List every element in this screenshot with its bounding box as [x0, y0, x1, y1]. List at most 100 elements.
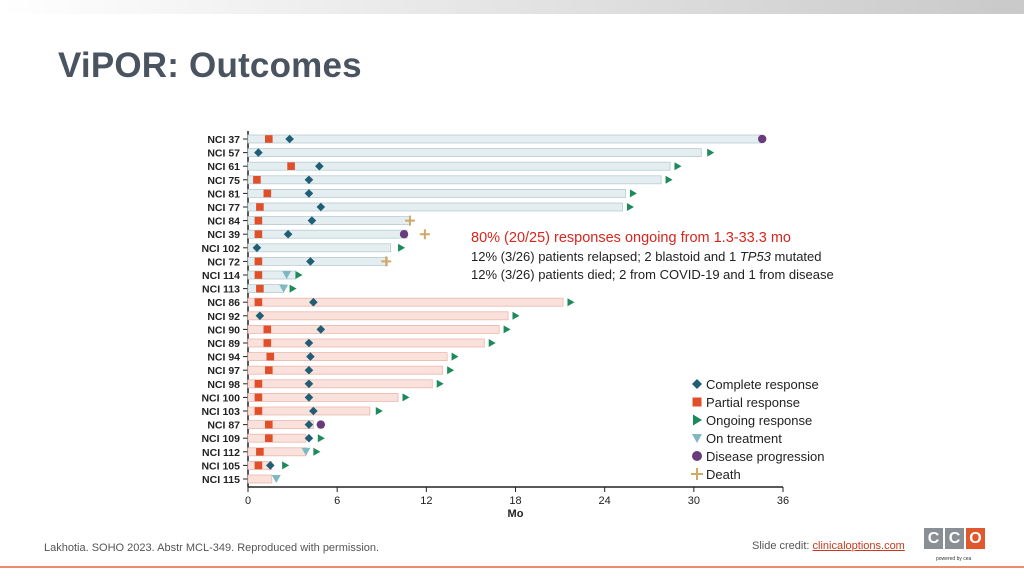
patient-bar: [247, 175, 662, 185]
patient-bar: [247, 188, 626, 198]
death-marker: [381, 256, 392, 267]
top-gradient-bar: [0, 0, 1024, 14]
partial-response-marker: [254, 298, 263, 306]
source-citation: Lakhotia. SOHO 2023. Abstr MCL-349. Repr…: [44, 542, 380, 554]
on-treatment-marker: [301, 447, 311, 456]
patient-bar: [247, 420, 314, 430]
complete-response-marker: [254, 148, 263, 157]
ongoing-response-marker: [295, 271, 303, 279]
patient-label: NCI 114: [202, 270, 240, 282]
legend-item: Partial response: [689, 393, 825, 411]
patient-label: NCI 109: [201, 433, 240, 445]
patient-label: NCI 113: [202, 284, 240, 296]
x-axis-label: Mo: [508, 508, 524, 520]
patient-label: NCI 72: [207, 256, 240, 268]
complete-response-marker: [306, 352, 315, 361]
patient-label: NCI 81: [207, 188, 240, 200]
ongoing-response-marker: [317, 434, 325, 443]
annotation-relapse: 12% (3/26) patients relapsed; 2 blastoid…: [471, 248, 822, 264]
on-treatment-marker: [282, 271, 292, 279]
progression-marker: [316, 420, 326, 429]
ongoing-response-marker: [375, 407, 383, 415]
x-tick-label: 0: [245, 495, 251, 507]
patient-bar: [247, 148, 702, 158]
patient-bar: [247, 216, 411, 226]
plus-icon: [691, 468, 703, 480]
patient-bar: [247, 229, 408, 239]
patient-bar: [247, 324, 500, 334]
x-tick-label: 6: [334, 495, 340, 507]
legend-label: Complete response: [706, 376, 819, 392]
complete-response-marker: [316, 325, 326, 334]
legend-item: Death: [689, 465, 825, 483]
chart-legend: Complete response Partial response Ongoing…: [689, 375, 825, 483]
progression-marker: [399, 230, 409, 239]
patient-bar: [247, 202, 623, 212]
patient-label: NCI 37: [207, 134, 240, 146]
complete-response-marker: [304, 175, 314, 185]
patient-bar: [247, 379, 433, 389]
patient-label: NCI 39: [207, 229, 240, 241]
square-icon: [692, 397, 702, 407]
legend-label: Ongoing response: [706, 412, 813, 428]
ongoing-response-marker: [402, 393, 410, 402]
partial-response-marker: [254, 216, 263, 225]
partial-response-marker: [266, 352, 275, 361]
patient-label: NCI 92: [207, 311, 240, 323]
patient-bar: [247, 243, 392, 253]
diamond-icon: [692, 379, 702, 389]
patient-bar: [247, 338, 485, 348]
patient-bar: [247, 297, 564, 307]
partial-response-marker: [256, 284, 264, 293]
credit-link[interactable]: clinicaloptions.com: [812, 540, 905, 552]
patient-bar: [247, 284, 285, 294]
x-tick-label: 36: [777, 495, 789, 507]
patient-label: NCI 100: [201, 392, 240, 404]
patient-label: NCI 98: [207, 379, 240, 391]
x-tick-label: 30: [688, 495, 700, 507]
complete-response-marker: [309, 406, 318, 416]
death-marker: [419, 229, 430, 240]
partial-response-marker: [256, 203, 264, 211]
ongoing-response-marker: [707, 148, 715, 157]
partial-response-marker: [254, 461, 263, 470]
on-treatment-marker: [279, 284, 289, 293]
annotation-deaths: 12% (3/26) patients died; 2 from COVID-1…: [471, 267, 834, 282]
patient-label: NCI 105: [201, 460, 240, 472]
partial-response-marker: [254, 407, 263, 415]
logo-letter-o: O: [966, 528, 985, 549]
complete-response-marker: [304, 433, 314, 443]
patient-bar: [247, 311, 509, 321]
patient-label: NCI 112: [202, 447, 240, 459]
progression-marker: [757, 134, 767, 144]
annotation-highlight: 80% (20/25) responses ongoing from 1.3-3…: [471, 230, 791, 246]
complete-response-marker: [255, 311, 265, 321]
x-tick-label: 18: [509, 495, 521, 507]
logo-subtitle: powered by cea: [936, 556, 972, 562]
complete-response-marker: [316, 202, 326, 212]
patient-bar: [247, 392, 399, 402]
results-annotation: 80% (20/25) responses ongoing from 1.3-3…: [471, 229, 834, 285]
complete-response-marker: [306, 257, 315, 266]
ongoing-response-marker: [503, 325, 511, 334]
patient-bar: [247, 474, 273, 484]
complete-response-marker: [252, 243, 262, 253]
patient-label: NCI 77: [207, 202, 240, 214]
patient-label: NCI 94: [207, 352, 240, 364]
complete-response-marker: [309, 297, 318, 307]
patient-label: NCI 57: [207, 148, 240, 160]
on-treatment-marker: [271, 475, 281, 483]
patient-bar: [247, 161, 671, 171]
complete-response-marker: [304, 379, 314, 389]
patient-bar: [247, 256, 389, 266]
patient-bar: [247, 406, 371, 416]
patient-label: NCI 89: [207, 338, 240, 350]
x-tick-label: 12: [420, 495, 432, 507]
patient-label: NCI 103: [201, 406, 240, 418]
partial-response-marker: [265, 434, 273, 442]
circle-icon: [692, 451, 702, 461]
complete-response-marker: [285, 134, 294, 144]
legend-label: Disease progression: [706, 448, 825, 464]
patient-label: NCI 90: [207, 324, 240, 336]
legend-item: On treatment: [689, 429, 825, 447]
